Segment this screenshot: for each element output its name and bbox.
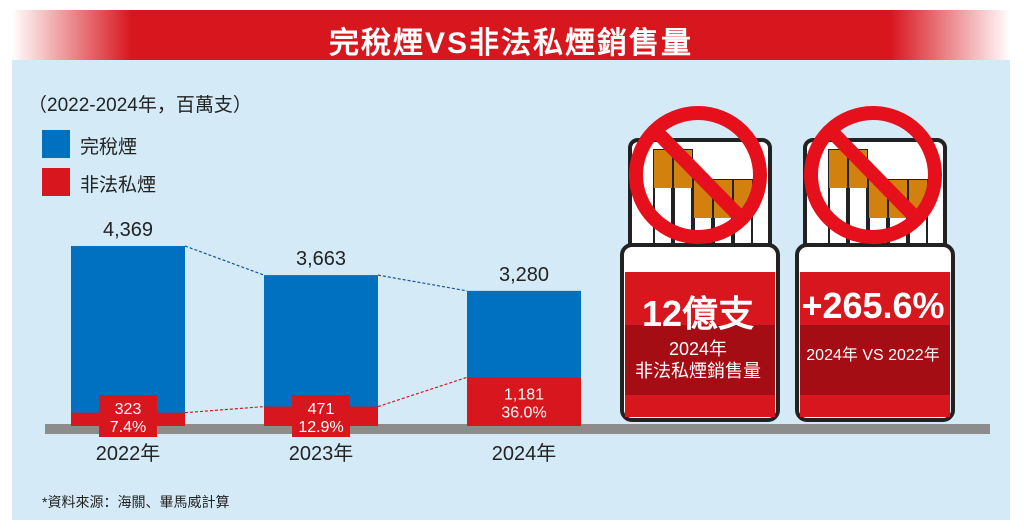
pack-dark-band-1 [625, 325, 775, 395]
callout-2-sub1: 2024年 VS 2022年 [806, 347, 940, 364]
value-label-legal-2: 3,663 [296, 248, 346, 270]
value-label-illegal-3: 1,181 [504, 386, 544, 403]
prohibition-slash-icon [650, 126, 748, 224]
chart-title: 完稅煙VS非法私煙銷售量 [328, 27, 694, 60]
value-label-legal-1: 4,369 [103, 219, 153, 241]
callout-1-sub2: 非法私煙銷售量 [635, 361, 761, 381]
prohibition-circle-icon [804, 106, 942, 244]
share-label-illegal-1: 7.4% [110, 419, 146, 436]
x-tick-label-3: 2024年 [492, 442, 557, 465]
bar-illegal-3 [467, 377, 581, 426]
value-label-legal-3: 3,280 [499, 264, 549, 286]
illegal-label-box-2 [292, 395, 350, 437]
callout-1-big: 12億支 [641, 293, 755, 334]
callout-1-sub1: 2024年 [668, 339, 728, 359]
illegal-label-box-1 [99, 395, 157, 437]
trend-line-legal [377, 274, 468, 292]
prohibition-circle-icon [629, 106, 767, 244]
value-label-illegal-1: 323 [115, 401, 142, 418]
unit-label: （2022-2024年，百萬支） [28, 95, 252, 116]
prohibition-slash-icon [825, 126, 923, 224]
source-note: *資料來源：海關、畢馬威計算 [42, 494, 230, 510]
x-tick-label-1: 2022年 [96, 442, 161, 465]
trend-line-illegal [184, 405, 265, 414]
share-label-illegal-2: 12.9% [298, 419, 343, 436]
trend-line-legal [184, 245, 265, 276]
share-label-illegal-3: 36.0% [501, 404, 546, 421]
x-tick-label-2: 2023年 [289, 442, 354, 465]
cigarette-filter [829, 150, 847, 188]
cigarette-filter [654, 150, 672, 188]
title-bar: 完稅煙VS非法私煙銷售量 [12, 10, 1010, 62]
legend-swatch-illegal [42, 168, 70, 196]
legend-label-legal: 完稅煙 [80, 137, 138, 158]
value-label-illegal-2: 471 [308, 401, 335, 418]
baseline [45, 424, 990, 434]
pack-dark-band-2 [800, 325, 950, 395]
trend-line-illegal [377, 376, 468, 408]
legend-swatch-legal [42, 130, 70, 158]
callout-2-big: +265.6% [801, 285, 945, 326]
legend-label-illegal: 非法私煙 [80, 175, 157, 196]
